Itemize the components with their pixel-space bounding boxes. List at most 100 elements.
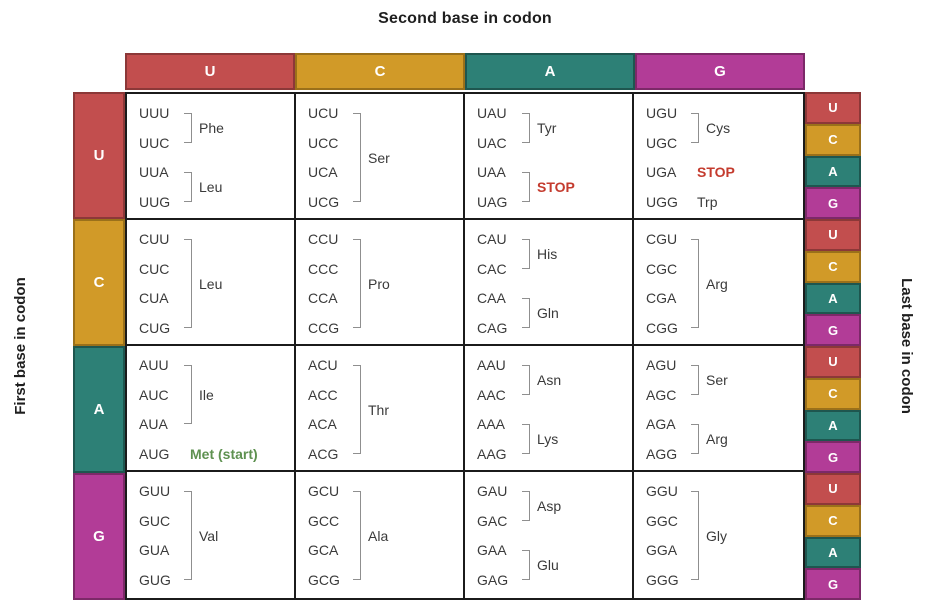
codon-AUA: AUA (139, 416, 168, 433)
last-base-cell-A: A (805, 409, 861, 442)
codon-UGU: UGU (646, 105, 678, 121)
column-header-A: A (465, 53, 635, 90)
last-base-cell-C: C (805, 377, 861, 410)
codon-CCC: CCC (308, 260, 339, 277)
codon-group-bracket (691, 491, 699, 581)
codon-cell-GC: GCU GCC GCA GCG Ala (296, 472, 465, 598)
codon-UUC: UUC (139, 134, 170, 151)
codon-cell-GG: GGU GGC GGA GGG Gly (634, 472, 803, 598)
codon-group-bracket (353, 239, 361, 329)
codon-UUA: UUA (139, 164, 169, 181)
codon-AUC: AUC (139, 386, 169, 403)
amino-acid-label-trp: Trp (697, 194, 718, 211)
codon-grid: UUU UUC Phe UUA UUG Leu UCU UCC UCA UCG Ser UAU UAC T… (125, 92, 805, 600)
codon-cell-CA: CAU CAC His CAA CAG Gln (465, 220, 634, 346)
codon-GUG: GUG (139, 572, 171, 589)
codon-cell-AC: ACU ACC ACA ACG Thr (296, 346, 465, 472)
codon-CCU: CCU (308, 231, 339, 247)
codon-CAC: CAC (477, 260, 507, 277)
codon-cell-UA: UAU UAC Tyr UAA UAG STOP (465, 94, 634, 220)
last-base-cell-U: U (805, 219, 861, 251)
codon-GGG: GGG (646, 572, 679, 589)
codon-UGG: UGG (646, 194, 678, 211)
codon-UCC: UCC (308, 134, 339, 151)
codon-cell-UC: UCU UCC UCA UCG Ser (296, 94, 465, 220)
codon-group-bracket (522, 550, 530, 581)
last-base-cell-A: A (805, 536, 861, 569)
amino-acid-label-ile: Ile (199, 386, 214, 403)
last-base-cell-G: G (805, 314, 861, 346)
row-header-A: A (73, 346, 125, 473)
codon-UUG: UUG (139, 194, 171, 211)
codon-CAA: CAA (477, 290, 506, 307)
last-base-axis-title: Last base in codon (898, 278, 915, 414)
codon-GCU: GCU (308, 483, 340, 499)
codon-UAC: UAC (477, 134, 507, 151)
codon-cell-AU: AUU AUC AUA Ile AUG Met (start) (127, 346, 296, 472)
codon-CUG: CUG (139, 320, 171, 337)
last-base-cell-G: G (805, 187, 861, 219)
codon-group-bracket (184, 113, 192, 143)
codon-GAG: GAG (477, 572, 509, 589)
amino-acid-label-stop: STOP (697, 164, 735, 181)
row-header-C: C (73, 219, 125, 346)
codon-cell-UG: UGU UGC Cys UGA STOP UGG Trp (634, 94, 803, 220)
amino-acid-label-his: His (537, 245, 558, 262)
codon-UAU: UAU (477, 105, 507, 121)
codon-AAU: AAU (477, 357, 506, 373)
codon-cell-UU: UUU UUC Phe UUA UUG Leu (127, 94, 296, 220)
codon-group-bracket (522, 365, 530, 395)
codon-group-bracket (691, 365, 699, 395)
codon-AGG: AGG (646, 446, 678, 463)
codon-ACU: ACU (308, 357, 338, 373)
last-base-cell-U: U (805, 92, 861, 124)
column-header-C: C (295, 53, 465, 90)
codon-AUG: AUG (139, 446, 170, 463)
codon-group-bracket (522, 113, 530, 143)
codon-ACA: ACA (308, 416, 337, 433)
codon-UGA: UGA (646, 164, 677, 181)
amino-acid-label-pro: Pro (368, 275, 390, 292)
amino-acid-label-arg: Arg (706, 275, 728, 292)
amino-acid-label-ala: Ala (368, 527, 389, 544)
codon-group-bracket (522, 239, 530, 269)
codon-GCA: GCA (308, 542, 339, 559)
last-base-cell-U: U (805, 473, 861, 505)
last-base-cell-A: A (805, 282, 861, 315)
codon-cell-CU: CUU CUC CUA CUG Leu (127, 220, 296, 346)
codon-group-bracket (522, 424, 530, 455)
codon-cell-GU: GUU GUC GUA GUG Val (127, 472, 296, 598)
codon-CUA: CUA (139, 290, 169, 307)
amino-acid-label-gly: Gly (706, 527, 727, 544)
codon-CCA: CCA (308, 290, 338, 307)
codon-GGA: GGA (646, 542, 678, 559)
last-base-cell-G: G (805, 568, 861, 600)
column-header-G: G (635, 53, 805, 90)
last-base-cell-G: G (805, 441, 861, 473)
last-base-cell-U: U (805, 346, 861, 378)
column-header-U: U (125, 53, 295, 90)
codon-AAG: AAG (477, 446, 507, 463)
codon-group-bracket (691, 424, 699, 455)
last-base-cell-C: C (805, 123, 861, 156)
codon-UCG: UCG (308, 194, 340, 211)
amino-acid-label-glu: Glu (537, 557, 559, 574)
codon-GUA: GUA (139, 542, 170, 559)
codon-CUC: CUC (139, 260, 170, 277)
codon-cell-GA: GAU GAC Asp GAA GAG Glu (465, 472, 634, 598)
codon-AGC: AGC (646, 386, 677, 403)
amino-acid-label-cys: Cys (706, 119, 731, 136)
codon-AUU: AUU (139, 357, 169, 373)
codon-cell-CC: CCU CCC CCA CCG Pro (296, 220, 465, 346)
codon-group-bracket (522, 491, 530, 521)
codon-group-bracket (522, 298, 530, 329)
codon-AAC: AAC (477, 386, 506, 403)
codon-cell-CG: CGU CGC CGA CGG Arg (634, 220, 803, 346)
codon-GCG: GCG (308, 572, 340, 589)
codon-group-bracket (691, 239, 699, 329)
codon-group-bracket (184, 491, 192, 581)
codon-GUC: GUC (139, 512, 171, 529)
amino-acid-label-asn: Asn (537, 371, 562, 388)
